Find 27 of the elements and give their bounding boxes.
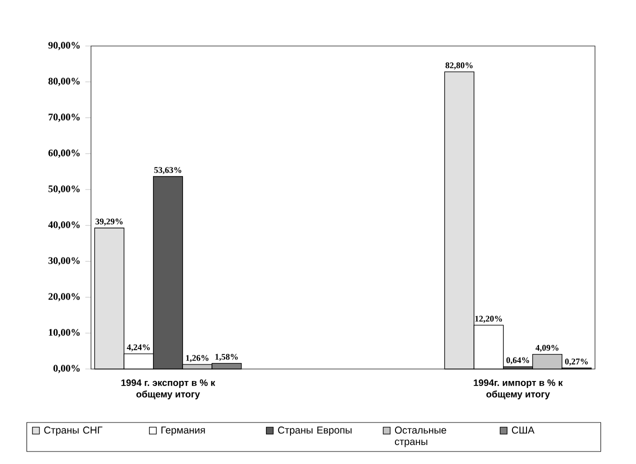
data-label: 0,27%	[565, 358, 588, 366]
data-label: 4,09%	[536, 344, 558, 352]
legend-label: Страны Европы	[278, 426, 352, 436]
data-label: 82,80%	[446, 62, 473, 70]
data-label: 12,20%	[475, 316, 502, 323]
y-tick-label: 30,00%	[48, 257, 80, 266]
legend-label: Остальные страны	[394, 426, 446, 448]
data-label: 4,24%	[126, 344, 150, 352]
x-tick-label: 1994 г. экспорт в % к общему итогу	[121, 379, 216, 400]
y-tick-label: 70,00%	[48, 114, 80, 122]
data-label: 0,64%	[506, 357, 530, 364]
y-tick-label: 50,00%	[48, 185, 80, 194]
data-label: 53,63%	[154, 167, 182, 174]
data-label: 39,29%	[96, 218, 123, 226]
y-tick-label: 20,00%	[48, 293, 80, 302]
data-label: 1,26%	[186, 355, 208, 362]
y-tick-label: 60,00%	[48, 150, 80, 158]
legend-label: Страны СНГ	[44, 426, 102, 436]
legend-label: США	[512, 426, 534, 434]
data-label: 1,58%	[215, 354, 238, 361]
y-tick-label: 40,00%	[48, 221, 80, 230]
y-tick-label: 90,00%	[48, 42, 80, 50]
y-tick-label: 10,00%	[48, 329, 80, 338]
y-tick-label: 80,00%	[48, 78, 80, 86]
x-tick-label: 1994г. импорт в % к общему итогу	[474, 379, 563, 400]
y-tick-label: 0,00%	[53, 364, 80, 374]
legend-label: Германия	[161, 426, 205, 436]
